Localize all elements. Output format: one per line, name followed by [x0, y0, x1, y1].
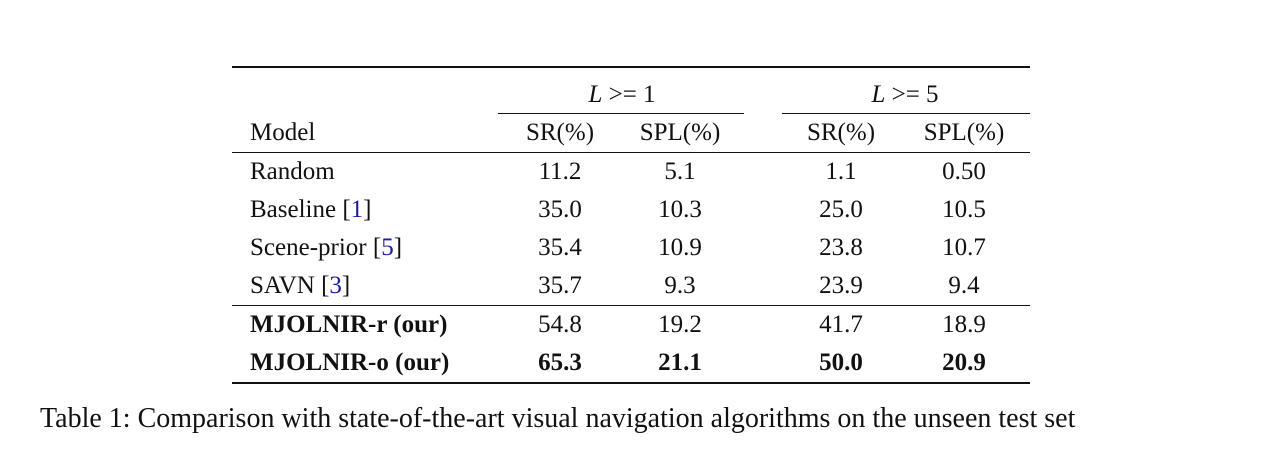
value-sr-l1: 35.4: [538, 234, 582, 261]
column-header-row: Model SR(%) SPL(%) SR(%) SPL(%): [232, 114, 1030, 153]
value-spl-l5: 0.50: [942, 158, 986, 185]
table-caption: Table 1: Comparison with state-of-the-ar…: [40, 403, 1076, 434]
results-table: L >= 1 L >= 5 Model SR(%) SPL(%) SR(%) S…: [232, 66, 1030, 384]
table-row-savn: SAVN [3] 35.7 9.3 23.9 9.4: [232, 267, 1030, 306]
citation-link[interactable]: 3: [329, 272, 342, 299]
value-sr-l5: 41.7: [819, 311, 863, 338]
value-spl-l5: 10.5: [942, 196, 986, 223]
value-sr-l5: 23.9: [819, 272, 863, 299]
value-sr-l5: 25.0: [819, 196, 863, 223]
group-rule-l5: [782, 113, 1030, 114]
table-row-baseline: Baseline [1] 35.0 10.3 25.0 10.5: [232, 191, 1030, 229]
value-sr-l1: 11.2: [538, 158, 582, 185]
col-header-model: Model: [250, 119, 316, 146]
value-sr-l1: 54.8: [538, 311, 582, 338]
value-sr-l5: 23.8: [819, 234, 863, 261]
value-spl-l1: 10.9: [658, 234, 702, 261]
group-header-l5: L >= 5: [871, 81, 939, 108]
value-sr-l5: 1.1: [825, 158, 857, 185]
value-spl-l1: 19.2: [658, 311, 702, 338]
value-spl-l5: 18.9: [942, 311, 986, 338]
model-name: SAVN [3]: [250, 272, 351, 299]
col-header-sr-l1: SR(%): [525, 119, 595, 146]
value-spl-l1: 9.3: [664, 272, 696, 299]
model-name: MJOLNIR-o (our): [250, 349, 450, 376]
model-name: Random: [250, 158, 335, 185]
value-spl-l1: 5.1: [664, 158, 696, 185]
group-header-row: L >= 1 L >= 5: [232, 76, 1030, 114]
group-header-l1: L >= 1: [588, 81, 656, 108]
model-name: Baseline [1]: [250, 196, 372, 223]
value-sr-l5: 50.0: [819, 349, 863, 376]
model-name: MJOLNIR-r (our): [250, 311, 448, 338]
col-header-sr-l5: SR(%): [806, 119, 876, 146]
citation-link[interactable]: 1: [350, 196, 364, 223]
value-sr-l1: 35.0: [538, 196, 582, 223]
table-row-mjolnir-r: MJOLNIR-r (our) 54.8 19.2 41.7 18.9: [232, 306, 1030, 344]
citation-link[interactable]: 5: [381, 234, 394, 261]
value-sr-l1: 35.7: [538, 272, 582, 299]
value-sr-l1: 65.3: [538, 349, 582, 376]
table-row-scene-prior: Scene-prior [5] 35.4 10.9 23.8 10.7: [232, 229, 1030, 267]
table-row-random: Random 11.2 5.1 1.1 0.50: [232, 153, 1030, 191]
value-spl-l1: 21.1: [658, 349, 702, 376]
value-spl-l5: 10.7: [942, 234, 986, 261]
col-header-spl-l5: SPL(%): [923, 119, 1005, 146]
group-rule-l1: [498, 113, 744, 114]
model-name: Scene-prior [5]: [250, 234, 403, 261]
table-row-mjolnir-o: MJOLNIR-o (our) 65.3 21.1 50.0 20.9: [232, 344, 1030, 382]
value-spl-l5: 20.9: [942, 349, 986, 376]
col-header-spl-l1: SPL(%): [639, 119, 721, 146]
value-spl-l1: 10.3: [658, 196, 702, 223]
value-spl-l5: 9.4: [948, 272, 980, 299]
